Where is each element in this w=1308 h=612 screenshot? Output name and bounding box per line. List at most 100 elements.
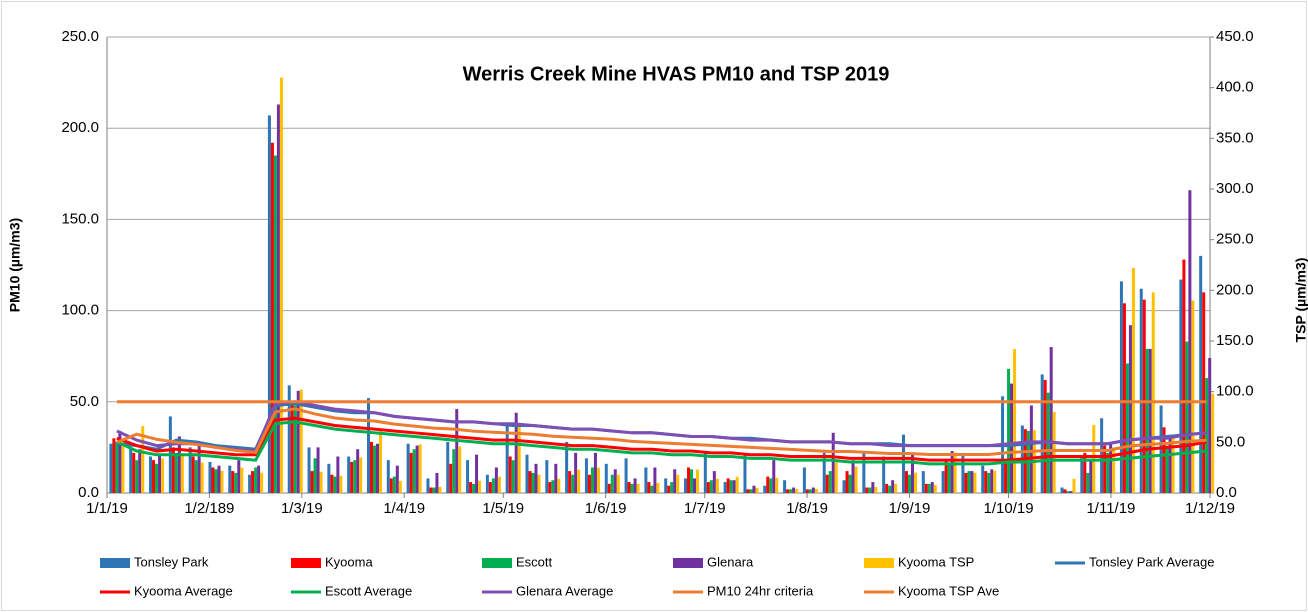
bar	[921, 471, 925, 493]
bar	[161, 458, 165, 493]
bar	[1182, 259, 1186, 493]
bar	[398, 480, 402, 493]
bar	[696, 469, 700, 493]
bar	[984, 471, 988, 493]
bar	[327, 463, 331, 493]
x-tick-label: 1/10/19	[984, 500, 1034, 517]
bar	[822, 452, 826, 493]
bar	[610, 474, 614, 493]
bar	[627, 482, 631, 493]
bar	[254, 467, 258, 493]
legend-label: Glenara Average	[516, 583, 613, 598]
x-tick-label: 1/7/19	[684, 500, 726, 517]
bar	[435, 472, 439, 493]
x-tick-label: 1/4/19	[383, 500, 425, 517]
bar	[743, 454, 747, 493]
bar	[1171, 437, 1175, 493]
bar	[656, 482, 660, 493]
bar	[604, 463, 608, 493]
bar	[944, 460, 948, 493]
bar	[735, 476, 739, 493]
bar	[1040, 374, 1044, 493]
bar	[194, 460, 198, 493]
legend-label: Tonsley Park Average	[1089, 554, 1215, 569]
bar	[240, 467, 244, 493]
bar	[1043, 379, 1047, 493]
legend-label: Glenara	[707, 554, 754, 569]
bar	[1072, 478, 1076, 493]
bar	[593, 452, 597, 493]
bar	[109, 443, 113, 493]
bar	[924, 483, 928, 493]
bar	[947, 463, 951, 493]
bar	[299, 389, 303, 493]
bar	[395, 465, 399, 493]
bar	[851, 460, 855, 493]
bar	[647, 482, 651, 493]
bar	[353, 460, 357, 493]
bar	[1066, 491, 1070, 493]
bar	[152, 460, 156, 493]
bar	[135, 460, 139, 493]
bar	[475, 454, 479, 493]
y-tick-label: 250.0	[61, 28, 99, 45]
bar	[1106, 452, 1110, 493]
bar	[469, 482, 473, 493]
bar	[273, 155, 277, 493]
legend-label: Kyooma TSP	[898, 554, 974, 569]
bar	[1165, 445, 1169, 493]
bar	[1069, 491, 1073, 493]
bar	[485, 474, 489, 493]
bar	[174, 452, 178, 493]
legend-label: Tonsley Park	[134, 554, 209, 569]
bar	[488, 482, 492, 493]
bar	[624, 458, 628, 493]
bar	[386, 460, 390, 493]
y2-axis-label: TSP (µm/m3)	[1293, 258, 1308, 343]
bar	[296, 390, 300, 493]
y-tick-label: 150.0	[61, 210, 99, 227]
y2-tick-label: 400.0	[1216, 79, 1254, 96]
bar	[369, 441, 373, 493]
bar	[1179, 279, 1183, 493]
bar	[1148, 348, 1152, 493]
x-tick-label: 1/12/19	[1185, 500, 1235, 517]
bar	[1063, 489, 1067, 493]
bar	[1168, 438, 1172, 493]
bar	[375, 443, 379, 493]
bar	[158, 454, 162, 493]
line	[116, 407, 1207, 456]
y-tick-label: 100.0	[61, 302, 99, 319]
bar	[517, 426, 521, 493]
bar	[871, 482, 875, 493]
bar	[1208, 358, 1212, 493]
bar	[891, 480, 895, 493]
x-tick-label: 1/9/19	[889, 500, 931, 517]
bar	[359, 457, 363, 493]
legend-swatch	[291, 558, 321, 568]
bar	[1145, 348, 1149, 493]
bar	[418, 444, 422, 493]
bar	[412, 449, 416, 493]
bar	[1080, 456, 1084, 493]
bar	[772, 460, 776, 493]
bar	[565, 441, 569, 493]
bar	[783, 480, 787, 493]
bar	[775, 477, 779, 493]
bar	[907, 474, 911, 493]
legend-swatch	[100, 558, 130, 568]
bar	[220, 470, 224, 493]
legend-label: Escott	[516, 554, 553, 569]
bar	[1205, 378, 1209, 493]
bar	[1131, 268, 1135, 493]
bar	[1122, 303, 1126, 493]
bar	[687, 467, 691, 493]
bar	[811, 487, 815, 493]
bar	[1142, 299, 1146, 493]
bar	[177, 436, 181, 493]
bar	[693, 478, 697, 493]
bar	[307, 447, 311, 493]
bar	[217, 465, 221, 493]
legend-swatch	[482, 558, 512, 568]
